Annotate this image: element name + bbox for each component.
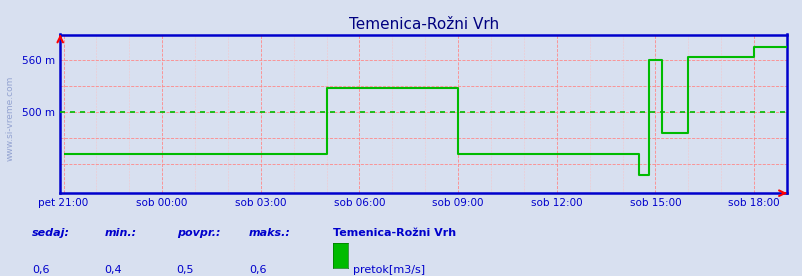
Text: pretok[m3/s]: pretok[m3/s]: [353, 265, 425, 275]
Text: maks.:: maks.:: [249, 228, 290, 238]
Text: 0,6: 0,6: [32, 265, 50, 275]
Text: Temenica-Rožni Vrh: Temenica-Rožni Vrh: [333, 228, 456, 238]
Text: www.si-vreme.com: www.si-vreme.com: [6, 76, 15, 161]
Title: Temenica-Rožni Vrh: Temenica-Rožni Vrh: [348, 17, 498, 32]
Text: 0,5: 0,5: [176, 265, 194, 275]
Text: 0,6: 0,6: [249, 265, 266, 275]
Text: sedaj:: sedaj:: [32, 228, 70, 238]
Text: 0,4: 0,4: [104, 265, 122, 275]
Text: povpr.:: povpr.:: [176, 228, 220, 238]
Text: min.:: min.:: [104, 228, 136, 238]
